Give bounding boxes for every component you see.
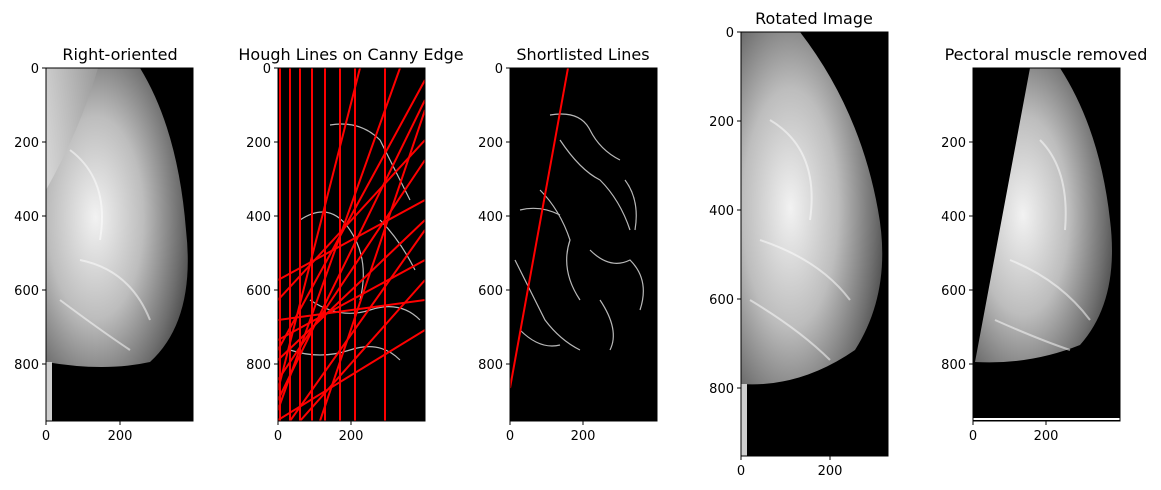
y-tick-label: 400 bbox=[246, 210, 271, 225]
y-axis: 0 200 400 600 800 bbox=[246, 62, 278, 373]
hough-lines bbox=[278, 68, 425, 421]
panel-right-oriented: Right-oriented 0 200 400 600 800 0 200 bbox=[14, 45, 194, 444]
y-tick-label: 800 bbox=[709, 382, 734, 397]
x-axis: 0 200 bbox=[42, 421, 133, 444]
muscle-removed-image bbox=[973, 68, 1120, 421]
rotated-mammogram-image bbox=[741, 32, 888, 456]
x-tick-label: 200 bbox=[571, 429, 596, 444]
y-axis: 200 400 600 800 bbox=[941, 136, 973, 373]
y-tick-label: 800 bbox=[246, 358, 271, 373]
hough-lines-image bbox=[278, 68, 425, 421]
y-tick-label: 200 bbox=[709, 115, 734, 130]
y-tick-label: 400 bbox=[14, 210, 39, 225]
x-axis: 0 200 bbox=[969, 421, 1059, 444]
y-tick-label: 600 bbox=[709, 293, 734, 308]
y-tick-label: 0 bbox=[263, 62, 271, 77]
y-tick-label: 600 bbox=[14, 284, 39, 299]
y-tick-label: 200 bbox=[14, 136, 39, 151]
y-tick-label: 800 bbox=[478, 358, 503, 373]
panel-title: Hough Lines on Canny Edge bbox=[238, 45, 463, 64]
canny-edges bbox=[514, 113, 644, 351]
y-tick-label: 800 bbox=[941, 358, 966, 373]
y-tick-label: 200 bbox=[478, 136, 503, 151]
x-tick-label: 200 bbox=[1034, 429, 1059, 444]
y-axis: 0 200 400 600 800 bbox=[14, 62, 46, 373]
y-tick-label: 0 bbox=[31, 62, 39, 77]
x-tick-label: 0 bbox=[506, 429, 514, 444]
y-tick-label: 400 bbox=[709, 204, 734, 219]
y-tick-label: 200 bbox=[941, 136, 966, 151]
panel-title: Shortlisted Lines bbox=[516, 45, 649, 64]
panel-title: Right-oriented bbox=[62, 45, 177, 64]
x-tick-label: 200 bbox=[339, 429, 364, 444]
y-axis: 0 200 400 600 800 bbox=[478, 62, 510, 373]
x-axis: 0 200 bbox=[737, 456, 843, 479]
x-axis: 0 200 bbox=[506, 421, 596, 444]
x-tick-label: 0 bbox=[42, 429, 50, 444]
y-tick-label: 600 bbox=[478, 284, 503, 299]
y-tick-label: 400 bbox=[478, 210, 503, 225]
panel-hough-lines: Hough Lines on Canny Edge bbox=[238, 45, 463, 444]
x-tick-label: 200 bbox=[818, 464, 843, 479]
x-tick-label: 0 bbox=[737, 464, 745, 479]
y-tick-label: 400 bbox=[941, 210, 966, 225]
x-tick-label: 200 bbox=[108, 429, 133, 444]
shortlisted-lines-image bbox=[510, 68, 657, 421]
shortlisted-line bbox=[510, 68, 569, 389]
y-tick-label: 800 bbox=[14, 358, 39, 373]
axes-frame bbox=[740, 31, 889, 457]
x-tick-label: 0 bbox=[969, 429, 977, 444]
x-tick-label: 0 bbox=[274, 429, 282, 444]
mammogram-image bbox=[46, 68, 193, 421]
panel-rotated-image: Rotated Image 0 200 400 600 800 0 200 bbox=[709, 9, 889, 479]
y-tick-label: 600 bbox=[941, 284, 966, 299]
y-tick-label: 0 bbox=[726, 26, 734, 41]
panel-shortlisted-lines: Shortlisted Lines 0 200 bbox=[478, 45, 658, 444]
y-tick-label: 200 bbox=[246, 136, 271, 151]
panel-title: Rotated Image bbox=[755, 9, 873, 28]
panel-title: Pectoral muscle removed bbox=[945, 45, 1148, 64]
x-axis: 0 200 bbox=[274, 421, 364, 444]
y-tick-label: 600 bbox=[246, 284, 271, 299]
y-axis: 0 200 400 600 800 bbox=[709, 26, 741, 397]
y-tick-label: 0 bbox=[495, 62, 503, 77]
panel-pectoral-removed: Pectoral muscle removed 200 400 600 800 … bbox=[941, 45, 1147, 444]
